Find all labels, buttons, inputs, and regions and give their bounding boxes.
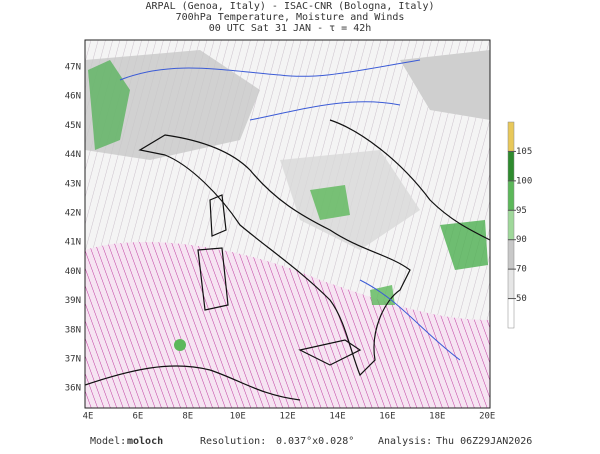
header-line: 700hPa Temperature, Moisture and Winds — [176, 12, 405, 23]
colorbar-segment — [507, 239, 515, 270]
lon-label: 6E — [132, 412, 143, 422]
colorbar-segment — [507, 298, 515, 329]
cloud-area — [280, 150, 420, 250]
lat-label: 37N — [65, 355, 81, 365]
isotherm — [119, 59, 461, 361]
moisture-area — [310, 185, 350, 220]
footer-item: Analysis: — [378, 436, 432, 447]
map-frame — [84, 39, 491, 409]
lat-label: 45N — [65, 121, 81, 131]
coastline-africa — [85, 365, 301, 401]
islands — [197, 194, 362, 366]
lat-label: 38N — [65, 325, 81, 335]
lat-label: 40N — [65, 267, 81, 277]
colorbar-segment — [507, 121, 515, 152]
moisture-area — [370, 285, 395, 305]
colorbar-label: 70 — [516, 265, 527, 275]
colorbar-label: 50 — [516, 294, 527, 304]
colorbar: 50 70 90 95 100 105 — [507, 121, 532, 329]
lon-label: 14E — [329, 412, 345, 422]
colorbar-label: 100 — [516, 176, 532, 186]
footer-item: Model: — [90, 436, 126, 447]
header-line: 00 UTC Sat 31 JAN - τ = 42h — [209, 23, 372, 34]
footer-item: 0.037°x0.028° — [276, 436, 354, 447]
graticule-labels: 47N 46N 45N 44N 43N 42N 41N 40N 39N 38N 37N 36N 4E 6E… — [65, 63, 496, 422]
cloud-area — [85, 50, 260, 160]
lon-label: 10E — [230, 412, 246, 422]
lat-label: 39N — [65, 296, 81, 306]
cloud-area — [400, 50, 490, 120]
header: ARPAL (Genoa, Italy) - ISAC-CNR (Bologna… — [146, 1, 435, 34]
colorbar-segment — [507, 151, 515, 182]
lon-label: 8E — [182, 412, 193, 422]
lon-label: 12E — [279, 412, 295, 422]
footer-item: Thu 06Z29JAN2026 — [436, 436, 532, 447]
lat-label: 46N — [65, 92, 81, 102]
lon-label: 4E — [83, 412, 94, 422]
colorbar-label: 105 — [516, 147, 532, 157]
coastline-east — [329, 119, 490, 241]
moisture-area — [174, 339, 186, 351]
lat-label: 41N — [65, 238, 81, 248]
footer-item: moloch — [127, 436, 163, 447]
lon-label: 20E — [479, 412, 495, 422]
coastline — [138, 134, 411, 377]
colorbar-label: 95 — [516, 206, 527, 216]
map-area — [85, 40, 490, 408]
lat-label: 44N — [65, 150, 81, 160]
lat-label: 42N — [65, 209, 81, 219]
lat-label: 47N — [65, 63, 81, 73]
header-line: ARPAL (Genoa, Italy) - ISAC-CNR (Bologna… — [146, 1, 435, 12]
colorbar-segment — [507, 210, 515, 240]
colorbar-segment — [507, 268, 515, 299]
moisture-area — [88, 60, 130, 150]
lat-label: 36N — [65, 384, 81, 394]
lat-label: 43N — [65, 179, 81, 189]
lon-label: 16E — [379, 412, 395, 422]
footer-item: Resolution: — [200, 436, 266, 447]
footer: Model: moloch Resolution: 0.037°x0.028° Anal… — [90, 436, 532, 447]
lon-label: 18E — [429, 412, 445, 422]
colorbar-label: 90 — [516, 235, 527, 245]
colorbar-segment — [507, 180, 515, 211]
